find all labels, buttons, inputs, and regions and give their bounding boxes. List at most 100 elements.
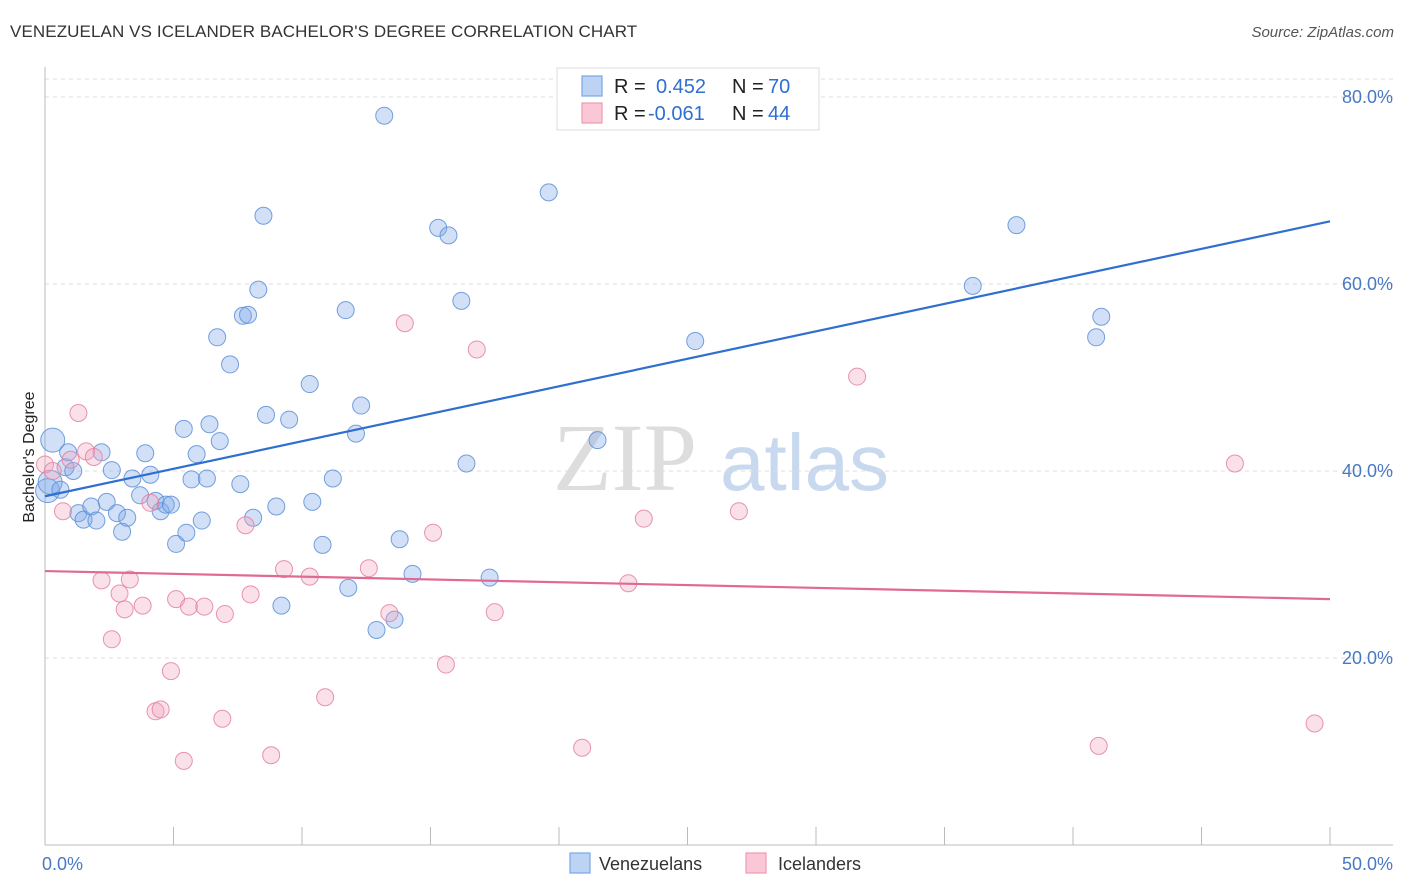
point-icelanders-39 xyxy=(729,502,748,521)
point-icelanders-24 xyxy=(241,585,260,604)
point-venezuelans-65 xyxy=(588,431,607,450)
point-icelanders-36 xyxy=(573,738,592,757)
point-icelanders-22 xyxy=(215,605,234,624)
point-venezuelans-60 xyxy=(439,226,458,245)
point-venezuelans-64 xyxy=(539,183,558,202)
series-venezuelans xyxy=(35,106,1111,639)
point-icelanders-20 xyxy=(195,597,214,616)
legend-swatch-icelanders xyxy=(745,852,767,874)
point-venezuelans-45 xyxy=(280,410,299,429)
point-venezuelans-36 xyxy=(231,475,250,494)
point-venezuelans-46 xyxy=(300,375,319,394)
axes: 20.0% 40.0% 60.0% 80.0% xyxy=(44,67,1393,846)
chart-title: VENEZUELAN VS ICELANDER BACHELOR'S DEGRE… xyxy=(10,22,638,41)
point-venezuelans-15 xyxy=(113,522,132,541)
point-venezuelans-32 xyxy=(200,415,219,434)
point-venezuelans-38 xyxy=(239,305,258,324)
series-icelanders xyxy=(36,314,1324,770)
point-icelanders-35 xyxy=(485,603,504,622)
x-tick-label-right: 50.0% xyxy=(1342,854,1393,874)
point-venezuelans-67 xyxy=(963,276,982,295)
point-venezuelans-13 xyxy=(102,461,121,480)
point-icelanders-12 xyxy=(133,596,152,615)
y-tick-label-60: 60.0% xyxy=(1342,274,1393,294)
point-venezuelans-5 xyxy=(59,443,78,462)
point-venezuelans-39 xyxy=(244,508,263,527)
point-icelanders-21 xyxy=(213,709,232,728)
point-venezuelans-49 xyxy=(323,469,342,488)
point-venezuelans-34 xyxy=(208,328,227,347)
point-icelanders-38 xyxy=(634,509,653,528)
point-venezuelans-14 xyxy=(107,504,126,523)
point-venezuelans-10 xyxy=(87,511,106,530)
point-icelanders-40 xyxy=(848,367,867,386)
point-venezuelans-33 xyxy=(210,432,229,451)
trend-line-icelanders xyxy=(44,569,1331,601)
point-icelanders-26 xyxy=(275,560,294,579)
point-icelanders-33 xyxy=(436,655,455,674)
stats-n-label-1: N = xyxy=(732,76,764,98)
point-venezuelans-59 xyxy=(429,218,448,237)
point-venezuelans-62 xyxy=(457,454,476,473)
grid-lines xyxy=(45,78,1393,659)
point-venezuelans-25 xyxy=(167,534,186,553)
stats-r-label-1: R = xyxy=(614,76,646,98)
point-venezuelans-6 xyxy=(64,462,83,480)
point-icelanders-11 xyxy=(120,570,139,589)
y-tick-label-80: 80.0% xyxy=(1342,87,1393,107)
point-venezuelans-2 xyxy=(40,427,66,453)
point-venezuelans-54 xyxy=(367,620,386,639)
point-venezuelans-37 xyxy=(233,306,252,325)
point-venezuelans-70 xyxy=(1092,307,1111,326)
point-venezuelans-44 xyxy=(272,596,291,615)
point-icelanders-43 xyxy=(1305,714,1324,733)
point-venezuelans-31 xyxy=(197,469,216,488)
stats-legend: R = 0.452 N = 70 R = -0.061 N = 44 xyxy=(556,67,820,131)
point-icelanders-0 xyxy=(36,455,54,474)
stats-swatch-icelanders xyxy=(581,102,603,124)
point-venezuelans-29 xyxy=(187,445,206,464)
point-venezuelans-43 xyxy=(267,497,286,516)
legend-swatch-venezuelans xyxy=(569,852,591,874)
point-icelanders-32 xyxy=(424,523,443,542)
point-venezuelans-50 xyxy=(336,301,355,320)
point-venezuelans-28 xyxy=(182,470,201,489)
point-venezuelans-30 xyxy=(192,511,211,530)
point-venezuelans-55 xyxy=(375,106,394,125)
point-icelanders-34 xyxy=(467,340,486,359)
point-venezuelans-61 xyxy=(452,291,471,310)
stats-swatch-venezuelans xyxy=(581,75,603,97)
point-icelanders-3 xyxy=(61,450,80,469)
point-venezuelans-51 xyxy=(339,578,358,597)
point-venezuelans-16 xyxy=(118,508,137,527)
point-icelanders-25 xyxy=(262,746,281,765)
y-tick-label-20: 20.0% xyxy=(1342,648,1393,668)
x-tick-label-left: 0.0% xyxy=(42,854,83,874)
y-tick-label-40: 40.0% xyxy=(1342,461,1393,481)
point-icelanders-42 xyxy=(1225,454,1244,473)
series-legend: Venezuelans Icelanders xyxy=(569,852,861,874)
stats-r-label-2: R = xyxy=(614,103,646,125)
chart-source: Source: ZipAtlas.com xyxy=(1251,24,1394,41)
point-icelanders-13 xyxy=(141,493,160,512)
point-icelanders-7 xyxy=(92,571,111,590)
point-icelanders-29 xyxy=(359,559,378,578)
stats-n-value-2: 44 xyxy=(768,103,790,125)
point-venezuelans-3 xyxy=(51,480,70,499)
point-icelanders-2 xyxy=(53,502,72,521)
stats-r-value-1: 0.452 xyxy=(656,76,706,98)
trend-lines xyxy=(44,220,1331,601)
point-venezuelans-41 xyxy=(254,206,273,225)
watermark-zip: ZIP xyxy=(553,404,697,511)
point-venezuelans-12 xyxy=(97,492,116,511)
point-icelanders-1 xyxy=(43,462,62,480)
stats-n-label-2: N = xyxy=(732,103,764,125)
point-icelanders-30 xyxy=(380,604,399,623)
point-icelanders-6 xyxy=(84,447,103,466)
data-points xyxy=(35,106,1324,770)
point-venezuelans-19 xyxy=(136,444,155,463)
point-icelanders-28 xyxy=(316,688,335,707)
point-venezuelans-40 xyxy=(249,280,268,299)
stats-r-value-2: -0.061 xyxy=(648,103,705,125)
